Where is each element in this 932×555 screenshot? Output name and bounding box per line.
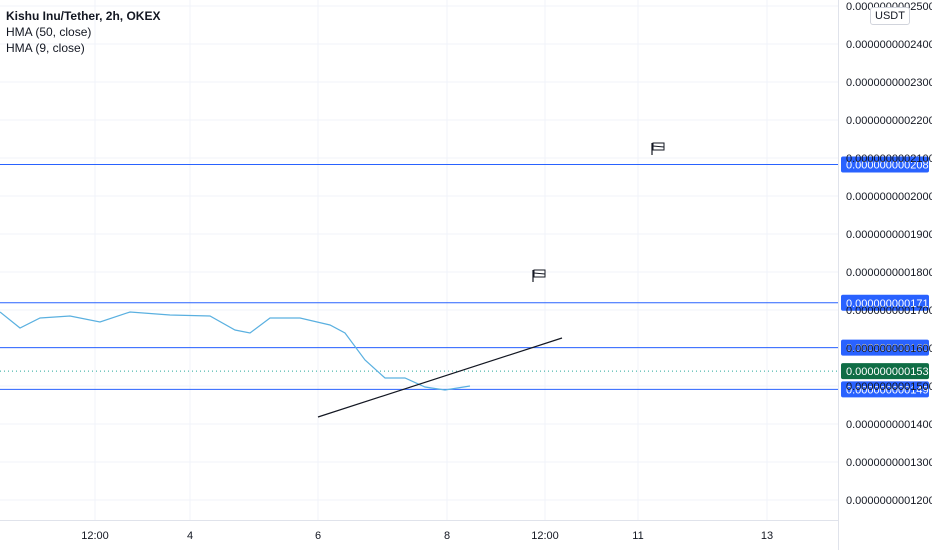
level-price-label: 0.0000000002083 xyxy=(846,159,932,171)
flag-icon xyxy=(532,269,546,282)
time-scale-divider xyxy=(0,520,838,521)
flag-stripe xyxy=(533,272,546,275)
hma-line xyxy=(0,311,471,391)
level-price-tag xyxy=(841,294,929,311)
chart-legend: Kishu Inu/Tether, 2h, OKEX HMA (50, clos… xyxy=(6,8,160,56)
y-tick-label: 0.0000000001700 xyxy=(846,305,932,317)
currency-badge[interactable]: USDT xyxy=(870,7,910,25)
last-price-tag xyxy=(841,363,929,380)
level-price-tag xyxy=(841,339,929,356)
y-tick-label: 0.0000000001900 xyxy=(846,229,932,241)
x-tick-label: 8 xyxy=(444,530,450,542)
trend-line xyxy=(317,337,563,418)
symbol-title[interactable]: Kishu Inu/Tether, 2h, OKEX xyxy=(6,9,161,23)
level-price-tag xyxy=(841,156,929,173)
y-tick-label: 0.0000000001400 xyxy=(846,419,932,431)
x-tick-label: 13 xyxy=(761,530,773,542)
y-tick-label: 0.0000000002400 xyxy=(846,39,932,51)
last-price-label: 0.0000000001539 xyxy=(846,366,932,378)
x-tick-label: 6 xyxy=(315,530,321,542)
price-scale[interactable]: 0.00000000025000.00000000024000.00000000… xyxy=(846,1,932,507)
y-tick-label: 0.0000000002100 xyxy=(846,153,932,165)
horizontal-levels[interactable]: 0.00000000020830.00000000017190.00000000… xyxy=(0,156,932,398)
x-tick-label: 12:00 xyxy=(81,530,109,542)
price-scale-divider xyxy=(838,0,839,550)
y-tick-label: 0.0000000001200 xyxy=(846,495,932,507)
y-tick-label: 0.0000000002300 xyxy=(846,77,932,89)
x-tick-label: 4 xyxy=(187,530,193,542)
time-scale[interactable]: 12:00 4 6 8 12:00 11 13 xyxy=(81,530,773,542)
level-price-label: 0.0000000001491 xyxy=(846,384,932,396)
y-tick-label: 0.0000000001300 xyxy=(846,457,932,469)
grid xyxy=(0,0,838,520)
x-tick-label: 11 xyxy=(632,530,643,542)
flag-stripe xyxy=(652,145,665,148)
indicator-hma-50[interactable]: HMA (50, close) xyxy=(6,25,92,39)
y-tick-label: 0.0000000001600 xyxy=(846,343,932,355)
y-tick-label: 0.0000000001800 xyxy=(846,267,932,279)
y-tick-label: 0.0000000002000 xyxy=(846,191,932,203)
overlays xyxy=(0,142,665,418)
indicator-hma-9[interactable]: HMA (9, close) xyxy=(6,41,85,55)
level-price-label: 0.0000000001601 xyxy=(846,343,932,355)
flag-icon xyxy=(651,142,665,155)
level-price-label: 0.0000000001719 xyxy=(846,298,932,310)
y-tick-label: 0.0000000002200 xyxy=(846,115,932,127)
x-tick-label: 12:00 xyxy=(531,530,559,542)
y-tick-label: 0.0000000001500 xyxy=(846,381,932,393)
level-price-tag xyxy=(841,381,929,398)
